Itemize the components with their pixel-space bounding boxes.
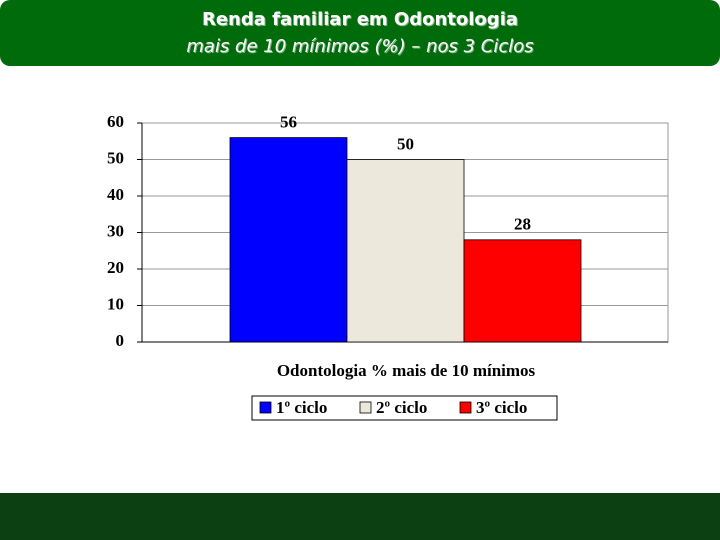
bar bbox=[346, 159, 465, 343]
y-tick-label: 50 bbox=[107, 148, 124, 167]
subtitle-shadow: mais de 10 mínimos (%) – nos 3 Ciclos bbox=[187, 37, 534, 58]
x-axis-label: Odontologia % mais de 10 mínimos bbox=[277, 361, 536, 380]
data-label: 56 bbox=[280, 113, 297, 132]
data-label: 50 bbox=[397, 134, 414, 153]
title-shadow: Renda familiar em Odontologia bbox=[203, 10, 519, 31]
bar bbox=[463, 239, 582, 343]
y-tick-label: 30 bbox=[107, 221, 124, 240]
legend-label: 1º ciclo bbox=[276, 398, 327, 417]
chart-subtitle: mais de 10 mínimos (%) – nos 3 Ciclos bbox=[186, 36, 533, 57]
footer-bar bbox=[0, 493, 720, 540]
legend-label: 3º ciclo bbox=[476, 398, 527, 417]
legend-swatch bbox=[259, 401, 272, 414]
y-tick-label: 0 bbox=[116, 331, 125, 350]
legend-label: 2º ciclo bbox=[376, 398, 427, 417]
y-tick-label: 60 bbox=[107, 112, 124, 131]
chart-title: Renda familiar em Odontologia bbox=[202, 9, 518, 30]
header-bar bbox=[0, 0, 720, 66]
data-label: 28 bbox=[514, 215, 531, 234]
y-tick-label: 20 bbox=[107, 258, 124, 277]
legend-swatch bbox=[459, 401, 472, 414]
legend-swatch bbox=[359, 401, 372, 414]
y-tick-label: 40 bbox=[107, 185, 124, 204]
bar bbox=[229, 137, 348, 343]
legend bbox=[251, 395, 558, 421]
y-tick-label: 10 bbox=[107, 294, 124, 313]
